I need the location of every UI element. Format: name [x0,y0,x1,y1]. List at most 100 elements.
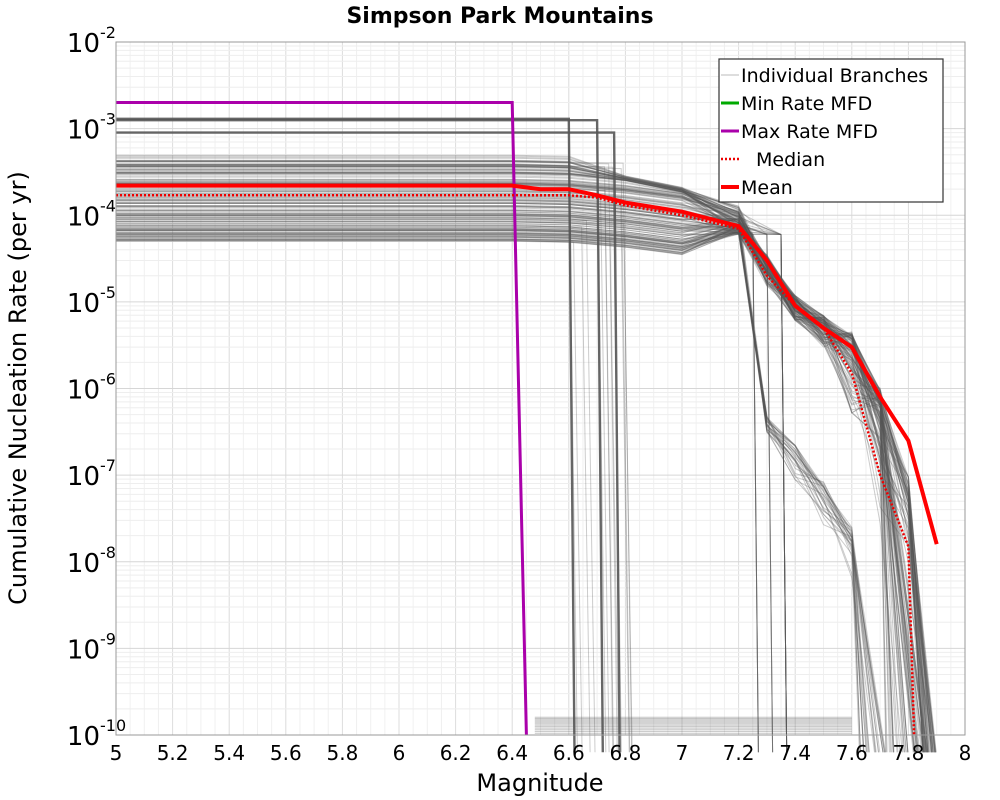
branch-curve [116,233,894,753]
x-tick-label: 6 [393,741,406,765]
branch-curve [116,165,884,753]
y-tick-exponent: -3 [100,110,116,129]
branch-curve [116,181,892,753]
branch-curve [116,184,918,753]
branch-curve [116,179,914,753]
y-tick-exponent: -6 [100,370,116,389]
y-tick-exponent: -4 [100,196,116,215]
legend: Individual Branches Min Rate MFD Max Rate … [718,58,944,203]
branch-curve [116,181,905,753]
x-tick-label: 7.4 [779,741,811,765]
branch-curve [116,210,870,753]
branch-curve [116,166,631,753]
y-tick-exponent: -10 [100,716,126,735]
legend-label: Max Rate MFD [741,121,878,143]
y-tick-base: 10 [67,376,100,406]
branch-curve [116,215,861,753]
branch-curve [116,164,887,753]
branch-curve [116,220,924,753]
x-tick-label: 5.2 [157,741,189,765]
branch-curve [116,226,894,753]
branch-curve [116,166,788,753]
branch-curve [116,172,607,753]
branch-curve [116,160,890,753]
x-axis-label: Magnitude [476,769,603,797]
x-tick-label: 7.6 [836,741,868,765]
branch-curve [116,160,928,753]
branch-curve [116,224,774,753]
branch-curve [116,227,788,753]
branch-curve [116,229,886,753]
branch-curve [116,233,904,753]
branch-curve [116,117,576,753]
branch-curve [116,223,759,753]
branch-curve [116,164,614,753]
branch-curve [116,232,865,753]
x-tick-label: 7 [676,741,689,765]
x-tick-label: 5.4 [213,741,245,765]
branch-curve [116,131,621,753]
branch-curve [116,239,583,753]
branch-curve [116,221,868,753]
branch-curve [116,165,898,753]
branch-curve [116,218,895,753]
branch-curve [116,199,759,753]
legend-label: Min Rate MFD [741,93,872,115]
branch-curve [116,228,895,753]
y-tick-exponent: -7 [100,456,116,475]
summary-series [116,101,939,736]
series-mean [116,183,939,545]
x-tick-label: 7.2 [723,741,755,765]
y-tick-base: 10 [67,289,100,319]
branch-curve [116,193,788,753]
branch-curve [116,224,591,753]
branch-curve [116,163,578,753]
x-tick-label: 5.6 [270,741,302,765]
branch-curve [116,164,907,753]
branch-curve [116,221,788,753]
branch-curve [116,230,759,753]
branch-curve [116,223,892,753]
branch-curve [116,119,604,753]
branch-curve [116,222,884,753]
legend-box [718,58,944,203]
x-tick-label: 6.8 [609,741,641,765]
x-axis-ticks: 5 5.2 5.4 5.6 5.8 6 6.2 6.4 6.6 6.8 7 7.2 7.4 7.6 7.8 8 [110,741,972,765]
plot-frame [115,41,966,736]
branch-curve [116,203,875,753]
y-tick-exponent: -2 [100,23,116,42]
branch-curve [116,230,788,753]
branch-curve [116,175,774,753]
x-tick-label: 6.6 [553,741,585,765]
branch-curve [116,221,633,753]
y-tick-exponent: -8 [100,543,116,562]
branch-curve [116,218,596,753]
branch-curve [116,160,633,753]
branch-curve [116,195,630,753]
y-tick-base: 10 [67,462,100,492]
legend-label: Individual Branches [741,65,928,87]
branch-curve [116,161,618,753]
branch-curve [116,205,877,753]
y-tick-base: 10 [67,29,100,59]
y-axis-label: Cumulative Nucleation Rate (per yr) [4,171,32,605]
branch-curve [116,223,774,753]
branch-curve [116,168,774,753]
branch-curve [116,201,869,753]
y-tick-base: 10 [67,202,100,232]
branch-curve [116,209,870,753]
branch-curve [116,228,788,753]
branch-curve [116,205,788,753]
x-tick-label: 6.4 [496,741,528,765]
branch-curve [116,171,759,753]
legend-label: Mean [741,177,793,199]
branch-curve [116,182,865,753]
x-tick-label: 8 [959,741,972,765]
y-tick-base: 10 [67,116,100,146]
x-tick-label: 7.8 [892,741,924,765]
branch-curve [116,166,788,753]
y-tick-base: 10 [67,549,100,579]
y-tick-base: 10 [67,635,100,665]
